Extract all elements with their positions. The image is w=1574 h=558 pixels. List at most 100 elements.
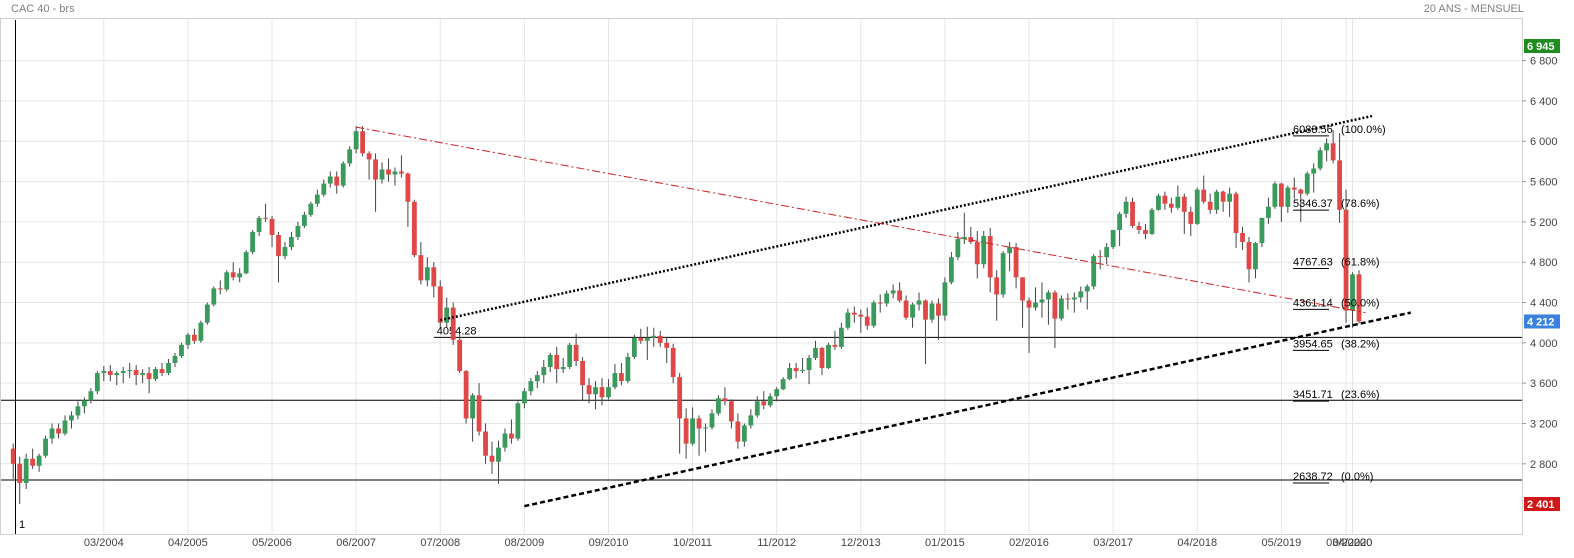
candle-body	[308, 203, 314, 215]
candle-body	[353, 131, 359, 150]
fibonacci-percent: (61.8%)	[1341, 256, 1380, 268]
candle-body	[1311, 168, 1317, 174]
candle-body	[120, 371, 126, 374]
candle-body	[916, 300, 922, 305]
price-tag-label: 4 212	[1527, 316, 1555, 328]
candle-body	[1046, 292, 1051, 300]
candle-body	[399, 171, 404, 174]
candle-body	[929, 303, 935, 320]
fibonacci-value: 3451.71	[1293, 389, 1333, 401]
candle-body	[204, 304, 210, 323]
candle-body	[1033, 302, 1038, 308]
candle-body	[1188, 211, 1194, 224]
candle-body	[69, 415, 74, 421]
candle-body	[424, 267, 430, 281]
candle-body	[677, 377, 683, 419]
fibonacci-percent: (23.6%)	[1341, 389, 1380, 401]
x-tick-label: 11/2012	[757, 537, 796, 549]
candle-body	[793, 368, 799, 372]
candle-body	[612, 373, 618, 388]
candle-body	[567, 344, 573, 368]
candle-body	[625, 356, 631, 382]
candle-body	[696, 418, 702, 429]
candle-body	[547, 354, 553, 368]
candle-body	[981, 235, 987, 265]
candle-body	[619, 373, 624, 382]
candle-body	[767, 396, 773, 406]
x-tick-label: 10/2011	[673, 537, 712, 549]
candle-body	[1350, 274, 1355, 311]
candle-body	[1266, 206, 1271, 218]
candle-body	[948, 257, 954, 283]
candle-body	[153, 369, 158, 380]
candle-body	[509, 433, 514, 439]
fibonacci-value: 4767.63	[1293, 256, 1333, 268]
price-tag	[1524, 314, 1560, 329]
candle-body	[1013, 247, 1019, 278]
y-tick-label: 6 800	[1530, 56, 1558, 68]
candle-body	[1317, 150, 1323, 169]
candle-body	[787, 368, 793, 380]
candle-body	[243, 252, 249, 274]
candle-body	[1168, 203, 1174, 208]
candle-body	[560, 367, 566, 370]
candle-body	[1233, 193, 1239, 233]
fibonacci-value: 2638.72	[1293, 471, 1333, 483]
candle-body	[1026, 300, 1032, 308]
candle-body	[1143, 229, 1148, 234]
candle-body	[534, 375, 540, 382]
candle-body	[133, 370, 139, 376]
candle-body	[1337, 160, 1342, 210]
candle-body	[463, 371, 469, 419]
candle-body	[334, 176, 340, 186]
candle-body	[314, 194, 320, 204]
x-tick-label: 06/2007	[336, 537, 376, 549]
candle-body	[321, 183, 327, 195]
candle-body	[256, 217, 262, 232]
candle-body	[457, 339, 463, 372]
candle-body	[450, 307, 456, 340]
candle-body	[987, 235, 993, 278]
candle-body	[224, 272, 230, 290]
candle-body	[30, 458, 36, 466]
candle-body	[185, 334, 191, 345]
candle-body	[483, 431, 488, 456]
candle-body	[1130, 201, 1135, 226]
x-tick-label: 04/2018	[1177, 537, 1217, 549]
fibonacci-value: 6083.56	[1293, 124, 1333, 136]
candle-body	[263, 217, 268, 219]
candle-body	[1039, 299, 1045, 303]
candle-body	[1097, 256, 1103, 258]
candle-body	[845, 312, 851, 328]
candle-body	[955, 239, 961, 258]
x-tick-label: 04/2020	[1333, 537, 1373, 549]
candle-body	[1078, 291, 1084, 298]
x-tick-label: 01/2015	[925, 537, 965, 549]
candle-body	[1052, 292, 1058, 319]
candle-body	[405, 173, 411, 202]
candle-body	[709, 413, 715, 428]
x-tick-label: 09/2010	[589, 537, 629, 549]
candle-body	[606, 387, 611, 398]
fibonacci-percent: (78.6%)	[1341, 198, 1380, 210]
candle-body	[890, 290, 896, 294]
candle-body	[1136, 225, 1142, 230]
candle-body	[172, 355, 178, 363]
price-tag	[1524, 39, 1560, 53]
candle-body	[82, 400, 87, 407]
candle-body	[897, 290, 903, 301]
candle-body	[211, 288, 217, 305]
candle-body	[327, 176, 333, 184]
corner-label: 1	[19, 519, 25, 531]
candle-body	[903, 300, 909, 318]
candle-body	[1240, 232, 1245, 243]
candle-body	[373, 159, 378, 180]
candle-body	[806, 357, 812, 371]
y-tick-label: 2 800	[1530, 459, 1558, 471]
candle-body	[289, 237, 294, 248]
candle-body	[858, 314, 864, 317]
y-tick-label: 3 600	[1530, 378, 1558, 390]
y-tick-label: 4 400	[1530, 298, 1558, 310]
candle-body	[360, 131, 366, 154]
